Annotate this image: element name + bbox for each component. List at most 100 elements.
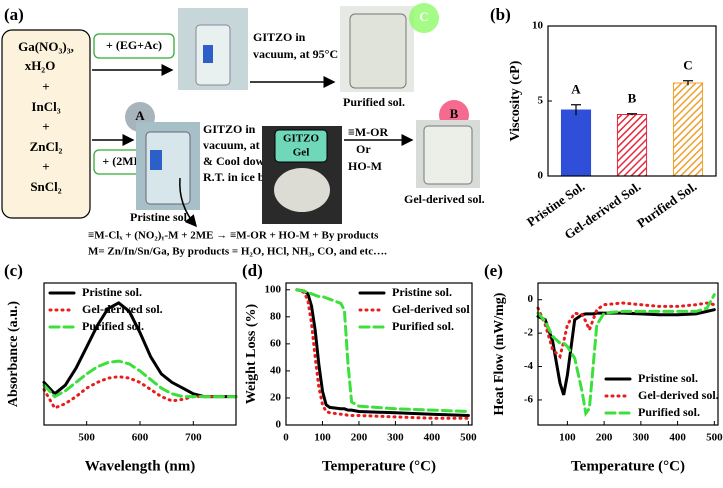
y-tick-label: -4 (524, 360, 534, 372)
reactant: + (42, 119, 49, 134)
x-tick-label: 0 (283, 432, 289, 444)
panel-a: (a) Ga(NO₃)₃, xH₂O + InCl₃ + ZnCl₂ + SnC… (1, 3, 485, 258)
product-label: Pristine sol. (130, 210, 190, 224)
gel-box (274, 129, 328, 163)
legend-label: Pristine sol. (82, 285, 142, 299)
legend-label: Pristine sol. (392, 285, 452, 299)
x-tick-label: 400 (424, 432, 441, 444)
x-tick-label: 200 (596, 432, 613, 444)
x-tick-label: 500 (460, 432, 477, 444)
reactant: Ga(NO₃)₃, (18, 39, 74, 54)
panel-label: (e) (484, 261, 503, 280)
y-tick-label: 5 (538, 95, 544, 107)
gel-group: HO-M (348, 159, 382, 173)
x-tick-label: 100 (314, 432, 331, 444)
reactant: xH₂O (25, 58, 56, 73)
line (42, 375, 238, 410)
x-tick-label: 100 (559, 432, 576, 444)
x-tick-label: 500 (78, 432, 95, 444)
line (536, 293, 716, 418)
additive: + (EG+Ac) (106, 38, 162, 52)
x-tick-label: 300 (387, 432, 404, 444)
line (536, 308, 716, 396)
product-label: Gel-derived sol. (404, 192, 485, 206)
legend-label: Gel-derived sol. (82, 302, 163, 316)
y-axis-title: Weight Loss (%) (244, 303, 259, 404)
line (295, 288, 470, 420)
step-text: GITZO in (253, 30, 306, 44)
y-tick-label: -6 (524, 393, 534, 405)
x-axis-title: Temperature (°C) (571, 458, 685, 474)
badge (409, 3, 439, 33)
reactant: ZnCl₂ (30, 139, 63, 154)
gel-group: ≡M-OR (348, 125, 388, 139)
badge-text: A (135, 108, 145, 123)
legend-label: Purified sol. (392, 319, 454, 333)
additive-box (93, 33, 175, 59)
y-tick-label: 10 (532, 20, 544, 32)
plot-frame (285, 282, 473, 426)
step-text: vacuum, at 95°C (253, 47, 338, 61)
y-tick-label: 0 (538, 170, 544, 182)
legend-label: Pristine sol. (638, 371, 698, 385)
x-tick-label: 500 (706, 432, 723, 444)
x-tick-label: 700 (185, 432, 202, 444)
y-tick-label: 80 (270, 310, 282, 322)
gel-label: GITZO (283, 133, 320, 145)
x-axis-title: Wavelength (nm) (85, 458, 195, 474)
legend-label: Purified sol. (82, 319, 144, 333)
plot-frame (547, 25, 717, 177)
note: M= Zn/In/Sn/Ga, By products = H₂O, HCl, … (88, 246, 387, 258)
x-axis-title: Temperature (°C) (322, 458, 436, 474)
x-tick-label: 300 (633, 432, 650, 444)
x-tick-label: Purified Sol. (634, 179, 699, 231)
product-label: Purified sol. (343, 95, 405, 109)
panel-label: (d) (242, 261, 263, 280)
reactant: + (42, 79, 49, 94)
y-tick-label: 0 (528, 293, 534, 305)
legend-label: Gel-derived sol (392, 302, 470, 316)
badge-text: B (450, 106, 459, 121)
x-tick-label: 200 (351, 432, 368, 444)
plot-frame (537, 282, 719, 426)
gel (274, 168, 330, 212)
y-axis-title: Viscosity (cP) (508, 60, 523, 141)
y-tick-label: 20 (270, 391, 282, 403)
legend-label: Gel-derived sol. (638, 388, 719, 402)
arrow (179, 177, 197, 228)
x-tick-label: 600 (132, 432, 149, 444)
reactant: SnCl₂ (30, 179, 61, 194)
bar-letter: A (571, 82, 581, 97)
gel-group: Or (356, 142, 371, 156)
bar (616, 114, 648, 177)
y-tick-label: 100 (265, 283, 282, 295)
legend-label: Purified sol. (638, 405, 700, 419)
vial-label (150, 150, 162, 170)
bar (560, 109, 592, 177)
step-text: R.T. in ice bath (203, 170, 281, 184)
bar (672, 82, 704, 177)
vial (423, 125, 473, 185)
step-text: GITZO in (203, 122, 256, 136)
badge-text: C (419, 9, 428, 24)
y-tick-label: 0 (276, 419, 282, 431)
x-tick-label: 400 (669, 432, 686, 444)
gel-label: Gel (293, 147, 310, 159)
reactant: + (42, 159, 49, 174)
reactant: InCl₃ (31, 99, 60, 114)
y-tick-label: -2 (524, 327, 534, 339)
y-tick-label: 40 (270, 364, 282, 376)
y-tick-label: 60 (270, 337, 282, 349)
reaction: ≡M-Clₓ + (NO₂)ᵧ-M + 2ME → ≡M-OR + HO-M +… (88, 230, 379, 242)
line (295, 288, 470, 413)
bar-letter: C (683, 58, 692, 73)
vial-label (203, 45, 213, 63)
additive: + (2ME) (102, 154, 145, 168)
reactant-box (1, 29, 91, 219)
plot-frame (43, 282, 237, 426)
bar-letter: B (628, 91, 637, 106)
panel-label: (a) (4, 5, 24, 24)
y-axis-title: Absorbance (a.u.) (6, 301, 21, 408)
vial (349, 13, 407, 89)
